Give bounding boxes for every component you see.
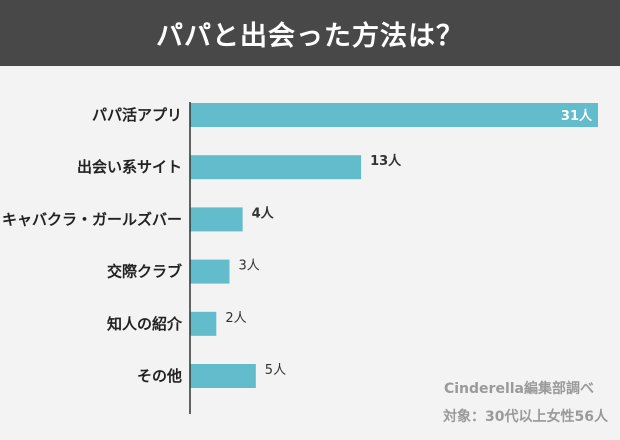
bars-group	[190, 103, 598, 388]
category-label-2: キャバクラ・ガールズバー	[2, 210, 182, 228]
value-label-4: 2人	[225, 311, 246, 326]
bar-2	[190, 207, 243, 232]
value-label-3: 3人	[238, 259, 259, 274]
value-label-1: 13人	[370, 153, 402, 169]
category-label-5: その他	[137, 367, 182, 385]
bar-3	[190, 259, 230, 284]
category-label-4: 知人の紹介	[107, 315, 183, 333]
bar-4	[190, 311, 217, 336]
chart-header: パパと出会った方法は？	[0, 0, 620, 66]
value-labels: 31人 13人 4人 3人 2人 5人	[225, 108, 593, 378]
value-label-0: 31人	[561, 108, 593, 124]
target-note: 対象：30代以上女性56人	[443, 409, 608, 425]
chart-title: パパと出会った方法は？	[156, 20, 464, 52]
bar-0	[190, 103, 598, 127]
category-label-1: 出会い系サイト	[77, 158, 182, 176]
value-label-5: 5人	[265, 363, 286, 378]
source-note: Cinderella編集部調べ	[443, 381, 594, 397]
category-label-0: パパ活アプリ	[92, 106, 182, 124]
bar-5	[190, 364, 256, 388]
value-label-2: 4人	[252, 205, 275, 221]
category-label-3: 交際クラブ	[107, 263, 182, 281]
bar-1	[190, 155, 362, 180]
